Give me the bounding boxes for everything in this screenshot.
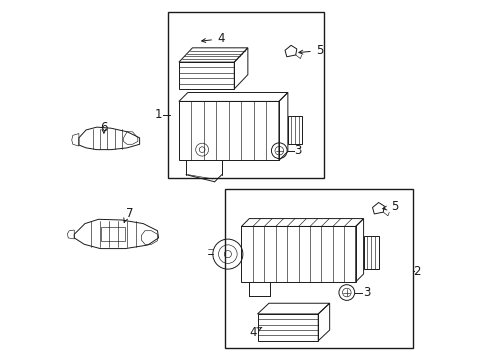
Text: 7: 7 — [126, 207, 134, 220]
Bar — [225, 189, 413, 348]
Text: 5: 5 — [383, 200, 398, 213]
Bar — [168, 12, 323, 178]
Text: 2: 2 — [414, 265, 421, 278]
Text: 1: 1 — [155, 108, 162, 121]
Text: 6: 6 — [100, 121, 108, 134]
Text: 4: 4 — [202, 32, 224, 45]
Bar — [101, 227, 124, 242]
Text: 3: 3 — [294, 144, 301, 157]
Text: 3: 3 — [363, 286, 370, 299]
Text: 4: 4 — [249, 326, 262, 339]
Text: 5: 5 — [299, 44, 323, 57]
